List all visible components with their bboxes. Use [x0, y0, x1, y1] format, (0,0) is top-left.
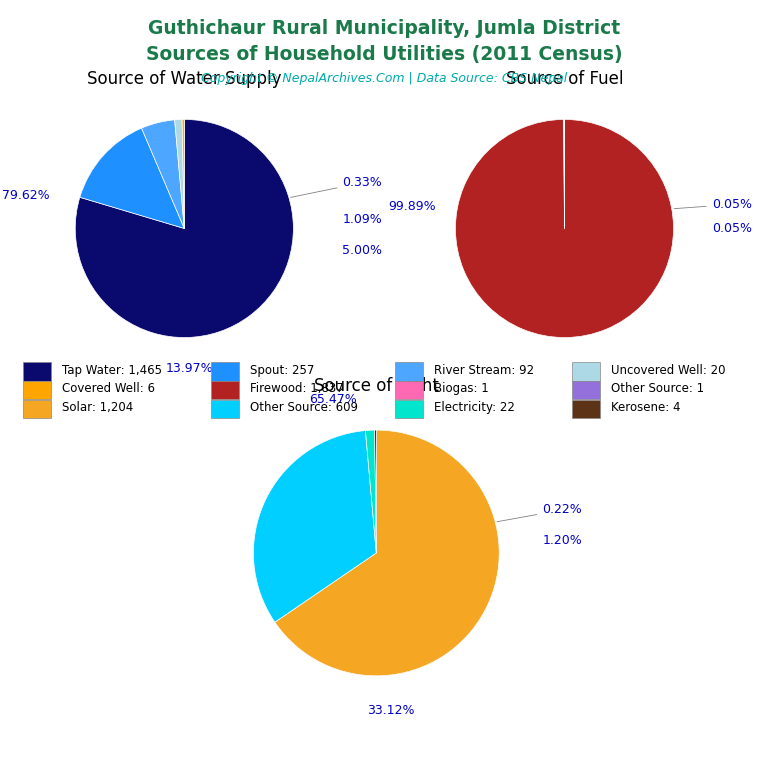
FancyBboxPatch shape [572, 362, 600, 381]
Text: 13.97%: 13.97% [166, 362, 214, 375]
Wedge shape [75, 119, 293, 338]
Text: River Stream: 92: River Stream: 92 [434, 364, 535, 376]
FancyBboxPatch shape [395, 362, 423, 381]
Text: 5.00%: 5.00% [343, 243, 382, 257]
Wedge shape [80, 128, 184, 229]
Wedge shape [141, 120, 184, 229]
Text: 79.62%: 79.62% [2, 189, 50, 202]
Wedge shape [375, 430, 376, 553]
Wedge shape [275, 430, 499, 676]
Wedge shape [174, 120, 184, 229]
FancyBboxPatch shape [572, 399, 600, 418]
Text: Other Source: 1: Other Source: 1 [611, 382, 704, 395]
Text: Firewood: 1,837: Firewood: 1,837 [250, 382, 343, 395]
FancyBboxPatch shape [23, 362, 51, 381]
FancyBboxPatch shape [572, 381, 600, 399]
Text: 1.20%: 1.20% [542, 535, 582, 547]
Text: Biogas: 1: Biogas: 1 [434, 382, 489, 395]
Wedge shape [253, 431, 376, 622]
Text: Guthichaur Rural Municipality, Jumla District: Guthichaur Rural Municipality, Jumla Dis… [148, 19, 620, 38]
Wedge shape [455, 119, 674, 337]
Text: Copyright © NepalArchives.Com | Data Source: CBS Nepal: Copyright © NepalArchives.Com | Data Sou… [201, 72, 567, 85]
Text: Electricity: 22: Electricity: 22 [434, 401, 515, 414]
Text: Solar: 1,204: Solar: 1,204 [61, 401, 133, 414]
Text: 0.05%: 0.05% [712, 222, 752, 235]
Text: Other Source: 609: Other Source: 609 [250, 401, 358, 414]
Title: Source of Water Supply: Source of Water Supply [87, 70, 282, 88]
FancyBboxPatch shape [210, 362, 239, 381]
FancyBboxPatch shape [395, 399, 423, 418]
Text: 0.22%: 0.22% [497, 504, 582, 521]
FancyBboxPatch shape [210, 399, 239, 418]
Wedge shape [182, 119, 184, 229]
Text: 0.05%: 0.05% [674, 198, 752, 211]
Text: 1.09%: 1.09% [343, 214, 382, 227]
Text: Sources of Household Utilities (2011 Census): Sources of Household Utilities (2011 Cen… [146, 45, 622, 64]
Title: Source of Light: Source of Light [314, 377, 439, 395]
Title: Source of Fuel: Source of Fuel [506, 70, 623, 88]
Text: 0.33%: 0.33% [290, 176, 382, 197]
Wedge shape [366, 430, 376, 553]
Text: Covered Well: 6: Covered Well: 6 [61, 382, 155, 395]
FancyBboxPatch shape [395, 381, 423, 399]
Text: 99.89%: 99.89% [388, 200, 435, 214]
FancyBboxPatch shape [23, 399, 51, 418]
Text: 33.12%: 33.12% [367, 703, 415, 717]
Text: Uncovered Well: 20: Uncovered Well: 20 [611, 364, 726, 376]
Text: 65.47%: 65.47% [310, 393, 357, 406]
FancyBboxPatch shape [210, 381, 239, 399]
FancyBboxPatch shape [23, 381, 51, 399]
Text: Kerosene: 4: Kerosene: 4 [611, 401, 680, 414]
Text: Tap Water: 1,465: Tap Water: 1,465 [61, 364, 162, 376]
Text: Spout: 257: Spout: 257 [250, 364, 314, 376]
